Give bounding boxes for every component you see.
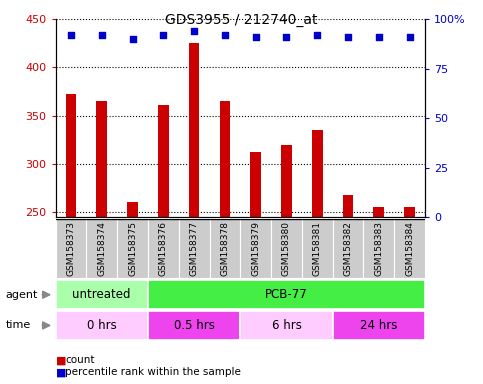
Bar (271, 219, 302, 278)
Text: GSM158375: GSM158375 (128, 221, 137, 276)
Bar (56, 219, 86, 278)
Text: percentile rank within the sample: percentile rank within the sample (65, 367, 241, 377)
Point (190, 28, 198, 34)
Point (344, 34, 352, 40)
Text: 0 hrs: 0 hrs (87, 319, 116, 332)
Text: ■: ■ (56, 355, 66, 365)
Bar (281, 145, 292, 217)
Bar (219, 101, 230, 217)
Text: 24 hrs: 24 hrs (360, 319, 398, 332)
Bar (148, 311, 241, 340)
Bar (56, 311, 148, 340)
Bar (86, 219, 117, 278)
Text: GSM158376: GSM158376 (159, 221, 168, 276)
Bar (96, 101, 107, 217)
Text: PCB-77: PCB-77 (265, 288, 308, 301)
Bar (127, 202, 138, 217)
Text: GDS3955 / 212740_at: GDS3955 / 212740_at (165, 13, 318, 27)
Point (375, 34, 383, 40)
Bar (394, 219, 425, 278)
Point (252, 34, 259, 40)
Bar (404, 207, 415, 217)
Bar (189, 43, 199, 217)
Text: GSM158383: GSM158383 (374, 221, 384, 276)
Text: GSM158384: GSM158384 (405, 221, 414, 276)
Text: untreated: untreated (72, 288, 131, 301)
Text: GSM158373: GSM158373 (67, 221, 75, 276)
Text: GSM158382: GSM158382 (343, 221, 353, 276)
Bar (117, 219, 148, 278)
Text: time: time (6, 320, 31, 331)
Bar (158, 105, 169, 217)
Text: count: count (65, 355, 95, 365)
Point (128, 36, 136, 42)
Bar (210, 219, 240, 278)
Bar (56, 280, 148, 309)
Bar (250, 152, 261, 217)
Bar (333, 219, 364, 278)
Point (67, 32, 75, 38)
Text: GSM158378: GSM158378 (220, 221, 229, 276)
Bar (66, 94, 76, 217)
Text: GSM158381: GSM158381 (313, 221, 322, 276)
Text: GSM158380: GSM158380 (282, 221, 291, 276)
Text: GSM158377: GSM158377 (190, 221, 199, 276)
Bar (241, 311, 333, 340)
Text: 6 hrs: 6 hrs (271, 319, 301, 332)
Point (98, 32, 106, 38)
Text: GSM158379: GSM158379 (251, 221, 260, 276)
Bar (302, 219, 333, 278)
Bar (364, 219, 394, 278)
Point (406, 34, 413, 40)
Bar (148, 219, 179, 278)
Bar (312, 130, 323, 217)
Text: 0.5 hrs: 0.5 hrs (174, 319, 214, 332)
Point (283, 34, 290, 40)
Bar (373, 207, 384, 217)
Bar (148, 280, 425, 309)
Text: ■: ■ (56, 367, 66, 377)
Bar (333, 311, 425, 340)
Text: agent: agent (6, 290, 38, 300)
Point (159, 32, 167, 38)
Point (221, 32, 229, 38)
Bar (342, 195, 354, 217)
Bar (240, 219, 271, 278)
Text: GSM158374: GSM158374 (97, 221, 106, 276)
Point (313, 32, 321, 38)
Bar (179, 219, 210, 278)
